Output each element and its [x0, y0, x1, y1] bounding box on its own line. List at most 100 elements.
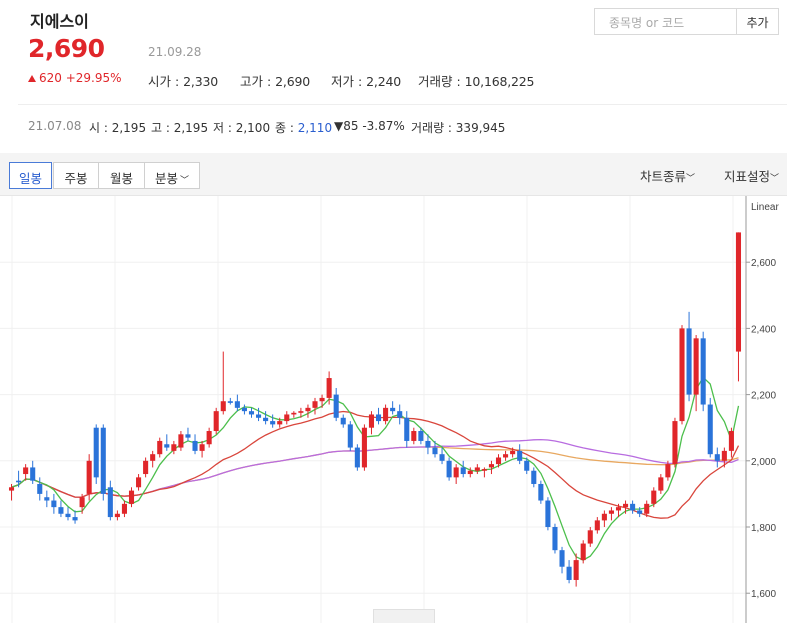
- candle-up: [411, 431, 417, 441]
- ma120-line: [11, 446, 739, 498]
- candle-up: [721, 450, 727, 461]
- candle-up: [665, 464, 671, 478]
- candle-down: [16, 480, 22, 483]
- tab-minute[interactable]: 분봉 ﹀: [144, 162, 200, 189]
- candle-down: [30, 467, 36, 481]
- candlestick-chart-svg[interactable]: Linear 2,600 2,400 2,200 2,000 1,800 1,600: [0, 196, 787, 623]
- candle-up: [178, 434, 184, 448]
- candle-up: [199, 444, 205, 451]
- candle-up: [121, 503, 127, 514]
- low-price: 저가 : 2,240: [331, 74, 401, 89]
- candle-down: [58, 507, 64, 514]
- tab-weekly[interactable]: 주봉: [53, 162, 99, 189]
- candle-down: [538, 483, 544, 501]
- scale-label[interactable]: Linear: [751, 202, 779, 213]
- indicator-settings-dropdown[interactable]: 지표설정﹀: [724, 169, 780, 184]
- candle-up: [284, 414, 290, 422]
- candle-down: [390, 407, 396, 412]
- candle-down: [100, 427, 106, 494]
- candle-up: [728, 431, 734, 451]
- candle-down: [37, 483, 43, 494]
- candle-up: [453, 467, 459, 478]
- candle-up: [86, 460, 92, 494]
- candle-down: [439, 454, 445, 461]
- candle-up: [495, 457, 502, 465]
- high-price: 고가 : 2,690: [240, 74, 310, 89]
- candle-up: [157, 440, 163, 455]
- candle-down: [559, 550, 565, 567]
- candle-up: [79, 497, 85, 508]
- candle-up: [651, 490, 657, 504]
- stock-name: 지에스이: [30, 12, 89, 31]
- y-tick-label: 1,800: [751, 523, 776, 534]
- chevron-down-icon: ﹀: [770, 174, 780, 184]
- search-input[interactable]: 종목명 or 코드: [594, 8, 737, 35]
- candle-down: [531, 470, 537, 484]
- candle-down: [432, 447, 438, 455]
- add-button[interactable]: 추가: [736, 8, 779, 35]
- candle-down: [700, 338, 706, 405]
- candle-up: [644, 503, 650, 514]
- candle-up: [608, 510, 614, 514]
- candle-down: [227, 401, 233, 403]
- candle-down: [241, 407, 247, 412]
- candle-down: [354, 447, 360, 468]
- history-date: 21.07.08: [28, 119, 82, 133]
- candle-down: [397, 411, 403, 418]
- candle-up: [383, 407, 389, 422]
- candles: [8, 232, 742, 587]
- open-price: 시가 : 2,330: [148, 74, 218, 89]
- candle-up: [693, 338, 699, 395]
- tab-daily[interactable]: 일봉: [9, 162, 52, 189]
- ma60-line: [11, 438, 739, 498]
- tab-monthly[interactable]: 월봉: [98, 162, 145, 189]
- candle-down: [93, 427, 99, 478]
- candle-down: [256, 414, 262, 418]
- candle-up: [143, 460, 149, 475]
- candle-up: [481, 469, 487, 471]
- candle-down: [185, 434, 191, 438]
- candle-up: [615, 507, 622, 511]
- candle-up: [312, 401, 318, 408]
- history-close: 종 : 2,110: [275, 121, 333, 135]
- volume: 거래량 : 10,168,225: [418, 74, 535, 89]
- candle-up: [23, 467, 29, 475]
- ma20-line: [11, 410, 740, 519]
- scroll-handle[interactable]: [373, 609, 435, 623]
- candle-up: [623, 503, 629, 508]
- candle-up: [580, 543, 586, 561]
- candle-up: [735, 232, 742, 352]
- candle-up: [510, 450, 516, 455]
- ma5-line: [11, 376, 740, 561]
- candle-up: [679, 328, 685, 422]
- price-change: 620 +29.95%: [28, 71, 122, 85]
- candle-down: [637, 510, 643, 514]
- candle-down: [107, 487, 113, 518]
- moving-averages: [11, 376, 740, 561]
- chart-type-dropdown[interactable]: 차트종류﹀: [640, 169, 696, 184]
- history-info: 21.07.08: [28, 119, 81, 133]
- candle-up: [361, 427, 367, 468]
- history-change: ▼85 -3.87%: [334, 119, 405, 133]
- candle-down: [347, 424, 353, 448]
- candle-up: [503, 454, 509, 458]
- candle-down: [164, 444, 170, 448]
- candle-up: [8, 487, 15, 491]
- current-price: 2,690: [28, 34, 105, 63]
- candle-down: [192, 440, 198, 451]
- candle-down: [375, 414, 382, 422]
- down-triangle-icon: ▼: [334, 119, 344, 133]
- candle-up: [305, 407, 311, 412]
- price-chart[interactable]: Linear 2,600 2,400 2,200 2,000 1,800 1,600: [0, 196, 787, 623]
- candle-up: [658, 477, 664, 491]
- change-percent: +29.95%: [65, 71, 122, 85]
- quote-date: 21.09.28: [148, 45, 202, 59]
- candle-up: [128, 490, 135, 504]
- candle-down: [270, 421, 276, 425]
- candle-down: [51, 500, 57, 508]
- candle-up: [474, 467, 480, 471]
- history-high: 고 : 2,195: [151, 121, 209, 135]
- candle-up: [136, 477, 142, 488]
- y-tick-label: 2,000: [751, 457, 776, 468]
- candle-down: [65, 513, 71, 518]
